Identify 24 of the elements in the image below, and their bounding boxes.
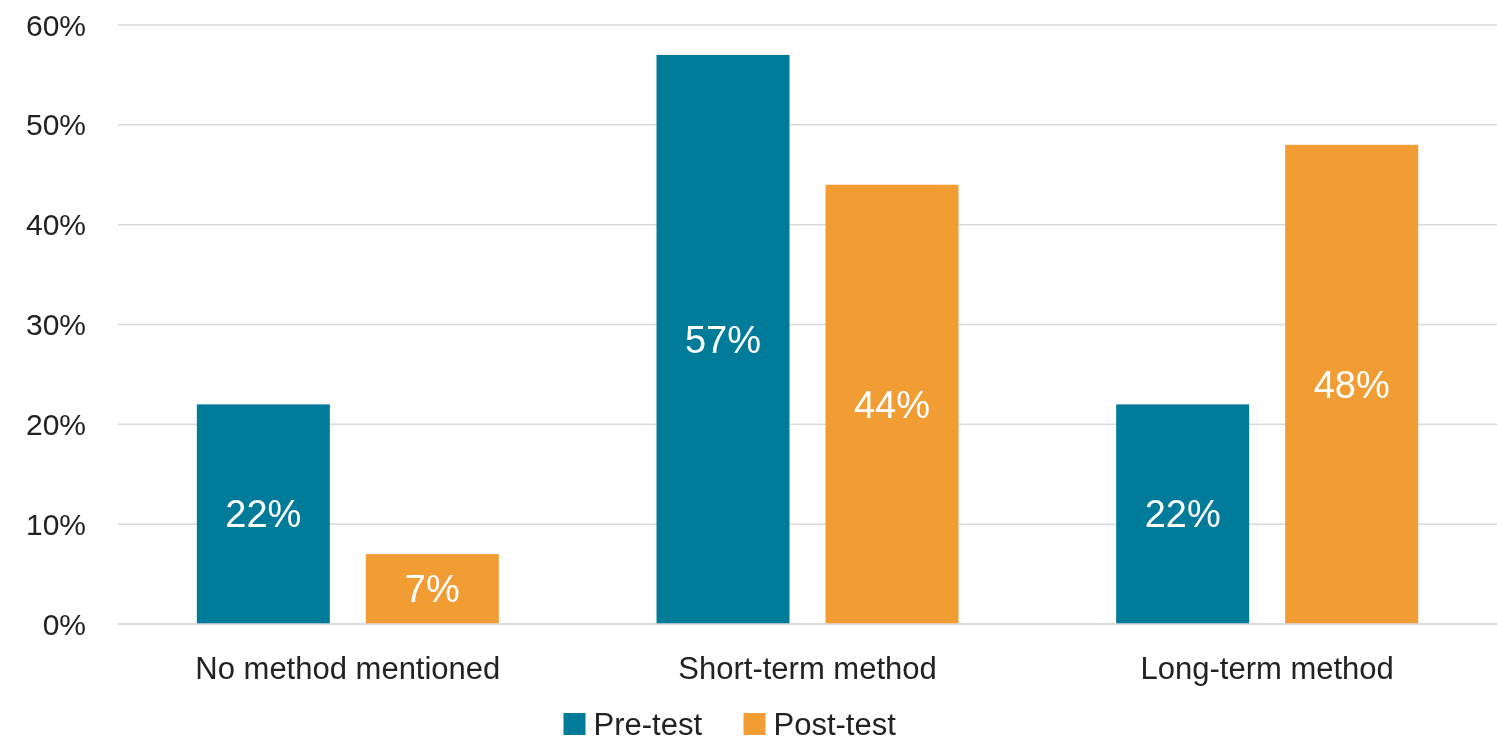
x-tick-label: Short-term method bbox=[678, 651, 937, 686]
y-tick-label: 40% bbox=[25, 208, 86, 242]
bar bbox=[196, 404, 330, 624]
legend-label: Post-test bbox=[773, 706, 897, 742]
y-tick-label: 60% bbox=[25, 8, 86, 42]
y-tick-label: 0% bbox=[42, 607, 86, 641]
data-label: 7% bbox=[404, 568, 460, 611]
data-label: 22% bbox=[1144, 493, 1221, 536]
bar bbox=[1285, 144, 1419, 624]
data-label: 57% bbox=[684, 318, 762, 361]
bar bbox=[825, 184, 959, 624]
y-tick-label: 20% bbox=[25, 407, 86, 441]
data-label: 48% bbox=[1313, 363, 1390, 406]
legend-label: Pre-test bbox=[593, 706, 703, 742]
bar bbox=[656, 54, 790, 624]
y-tick-label: 50% bbox=[25, 108, 86, 142]
bar bbox=[1116, 404, 1250, 624]
x-tick-label: No method mentioned bbox=[195, 651, 501, 686]
data-label: 44% bbox=[853, 383, 931, 426]
y-tick-label: 10% bbox=[25, 507, 86, 541]
x-tick-label: Long-term method bbox=[1140, 651, 1394, 686]
data-label: 22% bbox=[225, 493, 302, 536]
y-tick-label: 30% bbox=[25, 308, 86, 341]
bar bbox=[365, 554, 499, 624]
